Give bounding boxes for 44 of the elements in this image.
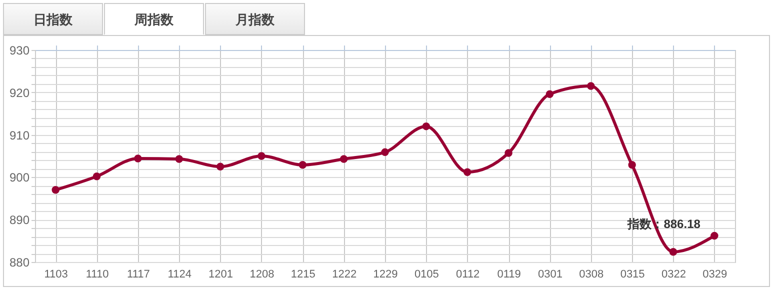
x-tick-label: 1103 <box>44 268 68 280</box>
point <box>710 232 718 240</box>
point <box>216 162 224 170</box>
point <box>381 148 389 156</box>
x-tick-label: 1201 <box>208 268 234 280</box>
annotation: 指数：886.18 <box>626 216 701 231</box>
x-tick-label: 0315 <box>620 268 645 280</box>
x-tick-label: 0105 <box>414 268 439 280</box>
x-tick-label: 1124 <box>168 268 192 280</box>
x-tick-label: 0308 <box>579 268 604 280</box>
y-tick-label: 880 <box>9 256 30 270</box>
point <box>669 248 678 256</box>
x-tick-label: 0322 <box>661 268 686 280</box>
x-tick-label: 1110 <box>86 268 109 280</box>
y-tick-label: 920 <box>9 86 30 100</box>
x-tick-label: 0329 <box>702 268 728 280</box>
text: 月指数 <box>205 3 305 35</box>
x-tick-label: 1222 <box>332 268 357 280</box>
y-tick-label: 930 <box>9 44 30 58</box>
x-tick-label: 0301 <box>538 268 562 280</box>
x-tick-label: 1208 <box>250 268 274 280</box>
point <box>628 161 636 169</box>
point <box>92 172 101 180</box>
y-tick-label: 890 <box>9 213 30 228</box>
point <box>175 155 183 163</box>
point <box>298 161 307 169</box>
point <box>52 186 60 194</box>
x-tick-label: 1215 <box>290 268 316 280</box>
x-tick-label: 0112 <box>456 268 480 280</box>
point <box>504 149 512 157</box>
point <box>463 168 472 176</box>
y-tick-label: 910 <box>9 128 30 142</box>
point <box>546 90 554 98</box>
point <box>340 155 348 163</box>
point <box>258 152 266 160</box>
point <box>422 122 430 130</box>
x-tick-label: 1117 <box>127 268 150 280</box>
text: 日指数 <box>3 3 103 35</box>
x-tick-label: 1229 <box>373 268 398 280</box>
point <box>587 82 595 90</box>
point <box>134 154 142 162</box>
x-tick-label: 0119 <box>497 268 521 280</box>
y-tick-label: 900 <box>9 170 30 185</box>
text: 周指数 <box>104 3 204 35</box>
